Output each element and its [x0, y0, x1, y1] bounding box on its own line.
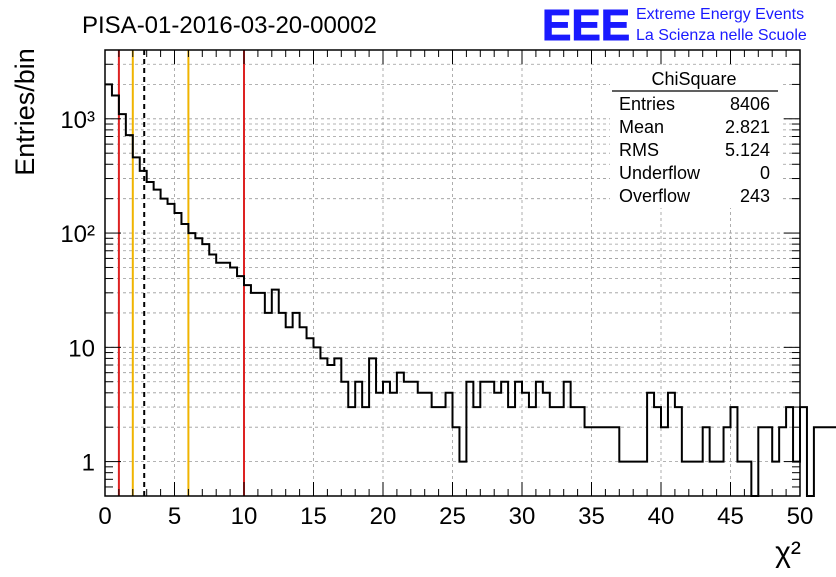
x-tick-label: 35 [578, 503, 605, 530]
x-axis-label: χ² [775, 536, 801, 569]
stats-value: 8406 [730, 94, 770, 114]
logo-line2: La Scienza nelle Scuole [636, 27, 807, 44]
grid [105, 50, 800, 496]
stats-value: 2.821 [725, 117, 770, 137]
axes: 0 5 10 15 20 25 30 35 40 45 50 1 10 10² 10³ [60, 49, 814, 530]
logo-line1: Extreme Energy Events [636, 6, 804, 23]
stats-value: 5.124 [725, 140, 770, 160]
stats-box: ChiSquare Entries 8406 Mean 2.821 RMS 5.124 Un… [610, 68, 782, 208]
stats-title: ChiSquare [651, 69, 736, 89]
histogram-line [105, 83, 836, 497]
y-tick-label: 1 [82, 450, 95, 477]
y-axis-label: Entries/bin [10, 48, 40, 176]
x-tick-label: 30 [509, 503, 536, 530]
y-tick-label: 10 [68, 335, 95, 362]
x-tick-label: 45 [717, 503, 744, 530]
eee-logo: EEE Extreme Energy Events La Scienza nel… [542, 1, 807, 51]
y-tick-label: 10² [60, 221, 95, 248]
reference-lines [117, 50, 245, 496]
run-title: PISA-01-2016-03-20-00002 [82, 12, 377, 39]
x-tick-label: 15 [300, 503, 327, 530]
x-tick-label: 50 [787, 503, 814, 530]
stats-label: Mean [619, 117, 664, 137]
x-tick-label: 20 [370, 503, 397, 530]
x-tick-label: 40 [648, 503, 675, 530]
stats-label: Entries [619, 94, 675, 114]
stats-rows: Entries 8406 Mean 2.821 RMS 5.124 Underflow 0 Ov… [619, 94, 770, 206]
x-tick-label: 10 [231, 503, 258, 530]
logo-letters: EEE [542, 1, 630, 50]
stats-value: 0 [760, 163, 770, 183]
stats-label: Underflow [619, 163, 701, 183]
x-tick-label: 0 [98, 503, 111, 530]
histogram [105, 83, 836, 497]
stats-label: Overflow [619, 186, 691, 206]
stats-label: RMS [619, 140, 659, 160]
stats-value: 243 [740, 186, 770, 206]
y-tick-label: 10³ [60, 107, 95, 134]
x-tick-label: 25 [439, 503, 466, 530]
x-tick-label: 5 [168, 503, 181, 530]
